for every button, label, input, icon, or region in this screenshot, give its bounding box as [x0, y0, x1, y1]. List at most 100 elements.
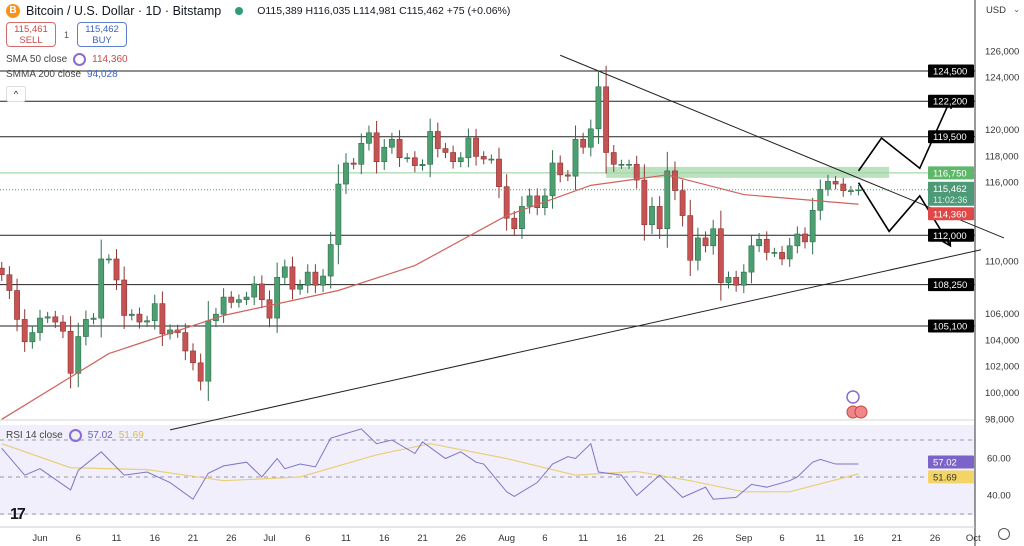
candle-body [121, 279, 128, 316]
lightning-event-icon[interactable] [846, 390, 860, 404]
candle-body [802, 233, 808, 243]
currency-selector[interactable]: USD [985, 5, 1006, 16]
candle-body [335, 183, 342, 245]
buy-button[interactable]: 115,462 BUY [77, 22, 128, 47]
candle-body [136, 313, 143, 323]
candle-body [457, 157, 464, 162]
bearish-scenario-path[interactable] [857, 182, 952, 247]
sell-button[interactable]: 115,461 SELL [6, 22, 56, 47]
level-price-badge: 112,000 [933, 231, 967, 242]
chevron-down-icon[interactable]: ⌄ [1013, 5, 1020, 14]
candle-body [373, 132, 380, 162]
gear-icon[interactable] [998, 528, 1010, 540]
candle-body [465, 137, 472, 159]
level-price-badge-bg [928, 94, 974, 108]
rsi-ma-value-badge-bg [928, 470, 974, 484]
candle-body [610, 152, 617, 165]
candle-body [159, 303, 166, 335]
level-price-badge: 119,500 [933, 132, 967, 143]
rsi-label: RSI 14 close [6, 430, 63, 441]
level-price-badge: 105,100 [933, 321, 967, 332]
rsi-ma-value: 51.69 [118, 430, 144, 441]
time-axis-label: 11 [112, 533, 122, 544]
candle-body [144, 320, 150, 323]
candle-body [197, 362, 204, 382]
last-price-badge-bg [928, 181, 974, 206]
candle-body [763, 238, 770, 253]
sma50-value: 114,360 [92, 54, 128, 65]
time-axis-label: 11 [341, 533, 351, 544]
candle-body [358, 142, 365, 165]
candle-body [21, 319, 28, 343]
candle-body [549, 162, 556, 197]
candle-body [236, 299, 242, 303]
candle-body [258, 283, 265, 301]
candle-body [603, 86, 609, 153]
candle-body [519, 206, 525, 230]
price-axis-label: 100,000 [985, 388, 1019, 399]
time-axis-label: Sep [735, 533, 752, 544]
level-price-badge: 124,500 [933, 67, 967, 78]
sync-icon[interactable] [68, 429, 82, 442]
sma50-line [1, 174, 859, 420]
time-axis-label: 26 [930, 533, 941, 544]
candle-body [251, 283, 258, 298]
events-icons[interactable] [846, 390, 868, 419]
rsi-value-badge-bg [928, 455, 974, 469]
candle-body [343, 162, 349, 185]
price-axis-label: 124,000 [985, 73, 1019, 84]
time-axis-label: Jul [263, 533, 275, 544]
rsi-legend[interactable]: RSI 14 close 57.02 51.69 [6, 429, 144, 442]
time-axis-label: 21 [654, 533, 665, 544]
candle-body [618, 164, 625, 166]
candle-body [83, 319, 89, 337]
smma200-legend[interactable]: SMMA 200 close 94,028 [6, 69, 118, 80]
candle-body [725, 277, 732, 283]
candle-body [840, 183, 847, 191]
candle-body [90, 317, 97, 320]
candle-body [595, 86, 602, 130]
tradingview-logo[interactable]: 17 [10, 506, 26, 523]
price-axis-label: 104,000 [985, 335, 1019, 346]
price-axis-label: 120,000 [985, 125, 1019, 136]
time-axis-label: Jun [32, 533, 47, 544]
ascending-support-trendline[interactable] [169, 249, 982, 431]
us-flag-event-icon[interactable] [854, 405, 868, 419]
symbol-title[interactable]: Bitcoin / U.S. Dollar · 1D · Bitstamp [26, 4, 222, 18]
time-axis-label: 6 [779, 533, 784, 544]
rsi-axis-label: 40.00 [987, 491, 1011, 502]
time-axis-label: Aug [498, 533, 515, 544]
symbol-header: B Bitcoin / U.S. Dollar · 1D · Bitstamp … [6, 4, 510, 18]
candle-body [480, 156, 487, 160]
time-axis-label: 26 [693, 533, 704, 544]
time-axis-label: 16 [149, 533, 160, 544]
ohlc-readout: O115,389 H116,035 L114,981 C115,462 +75 … [257, 5, 511, 17]
candle-body [825, 181, 831, 190]
candle-body [350, 162, 357, 165]
candle-body [151, 303, 158, 322]
candle-body [297, 284, 303, 290]
sync-icon[interactable] [73, 53, 87, 66]
candle-body [534, 195, 541, 208]
candle-body [327, 244, 334, 277]
candle-body [14, 290, 20, 320]
collapse-legend-button[interactable]: ^ [6, 86, 26, 102]
buy-label: BUY [92, 35, 112, 46]
rsi-ma-line [1, 443, 859, 493]
time-axis-label: 21 [188, 533, 199, 544]
candle-body [626, 164, 632, 166]
candle-body [557, 162, 564, 176]
candle-body [220, 296, 227, 315]
time-axis-label: 26 [226, 533, 237, 544]
candle-body [98, 258, 105, 319]
candle-body [694, 237, 701, 261]
candle-body [419, 164, 426, 166]
candle-body [44, 316, 51, 319]
candle-body [243, 296, 250, 301]
candle-body [717, 228, 724, 283]
candle-body [320, 275, 326, 286]
sma50-legend[interactable]: SMA 50 close 114,360 [6, 53, 128, 66]
candle-body [564, 174, 571, 177]
support-zone-rect[interactable] [606, 166, 890, 178]
